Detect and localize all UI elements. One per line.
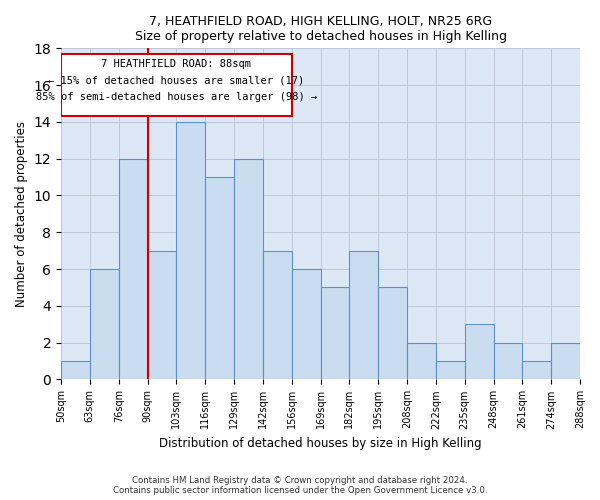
Bar xyxy=(378,288,407,380)
Bar xyxy=(234,158,263,380)
Y-axis label: Number of detached properties: Number of detached properties xyxy=(15,121,28,307)
Bar xyxy=(523,361,551,380)
Bar xyxy=(148,250,176,380)
Bar xyxy=(407,342,436,380)
Bar xyxy=(464,324,494,380)
Bar xyxy=(205,177,234,380)
Bar xyxy=(436,361,464,380)
Title: 7, HEATHFIELD ROAD, HIGH KELLING, HOLT, NR25 6RG
Size of property relative to de: 7, HEATHFIELD ROAD, HIGH KELLING, HOLT, … xyxy=(134,15,506,43)
Bar xyxy=(61,361,90,380)
Bar xyxy=(551,342,580,380)
Text: ← 15% of detached houses are smaller (17): ← 15% of detached houses are smaller (17… xyxy=(48,76,304,86)
Text: 85% of semi-detached houses are larger (98) →: 85% of semi-detached houses are larger (… xyxy=(36,92,317,102)
Bar xyxy=(90,269,119,380)
Bar xyxy=(320,288,349,380)
Text: 7 HEATHFIELD ROAD: 88sqm: 7 HEATHFIELD ROAD: 88sqm xyxy=(101,60,251,70)
FancyBboxPatch shape xyxy=(61,54,292,116)
Text: Contains HM Land Registry data © Crown copyright and database right 2024.
Contai: Contains HM Land Registry data © Crown c… xyxy=(113,476,487,495)
Bar xyxy=(292,269,320,380)
Bar xyxy=(349,250,378,380)
Bar xyxy=(119,158,148,380)
Bar xyxy=(263,250,292,380)
Bar xyxy=(176,122,205,380)
Bar xyxy=(494,342,523,380)
X-axis label: Distribution of detached houses by size in High Kelling: Distribution of detached houses by size … xyxy=(159,437,482,450)
